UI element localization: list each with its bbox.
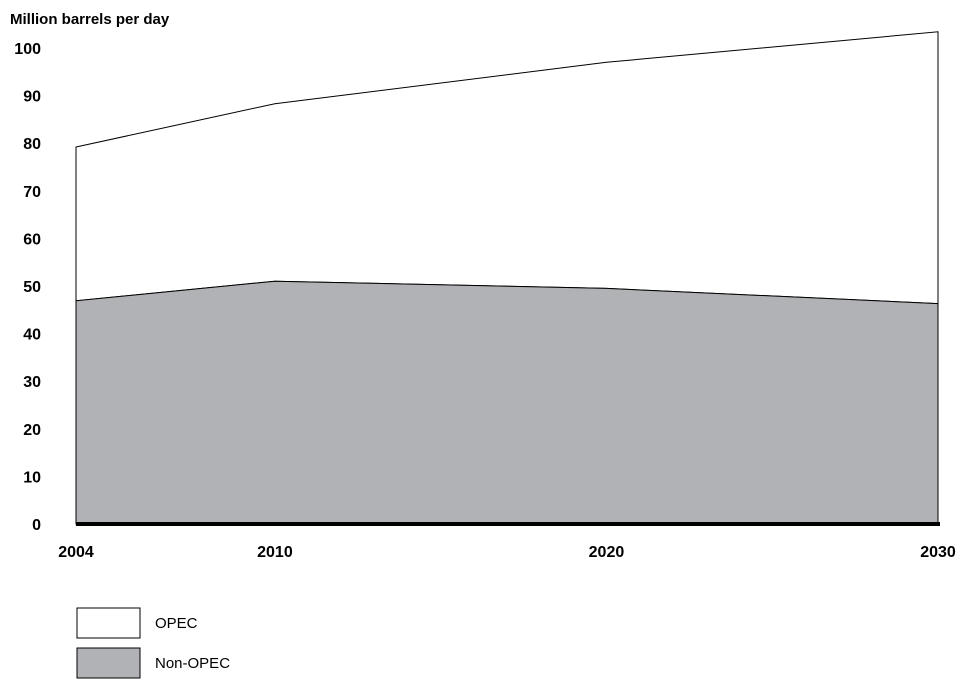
x-tick-label: 2010 [257, 544, 293, 561]
x-tick-label: 2004 [58, 544, 94, 561]
y-tick-label: 100 [14, 41, 41, 58]
legend-swatch [76, 607, 141, 639]
area-non-opec [75, 280, 939, 525]
y-axis-ticks: 0 10 20 30 40 50 60 70 80 90 100 [14, 41, 41, 534]
y-tick-label: 60 [23, 231, 41, 248]
y-axis-label: Million barrels per day [10, 11, 170, 28]
y-tick-label: 90 [23, 89, 41, 106]
x-tick-label: 2020 [589, 544, 625, 561]
legend-label: OPEC [155, 615, 198, 632]
y-tick-label: 10 [23, 469, 41, 486]
legend-swatch [76, 647, 141, 679]
x-tick-label: 2030 [920, 544, 956, 561]
y-tick-label: 20 [23, 422, 41, 439]
legend-label: Non-OPEC [155, 655, 230, 672]
y-tick-label: 80 [23, 136, 41, 153]
y-tick-label: 0 [32, 517, 41, 534]
y-tick-label: 70 [23, 184, 41, 201]
y-tick-label: 40 [23, 327, 41, 344]
legend: OPEC Non-OPEC [76, 607, 230, 679]
y-tick-label: 30 [23, 374, 41, 391]
y-tick-label: 50 [23, 279, 41, 296]
x-axis-ticks: 2004 2010 2020 2030 [58, 544, 956, 561]
area-series-group [75, 31, 940, 526]
area-opec [75, 31, 939, 305]
